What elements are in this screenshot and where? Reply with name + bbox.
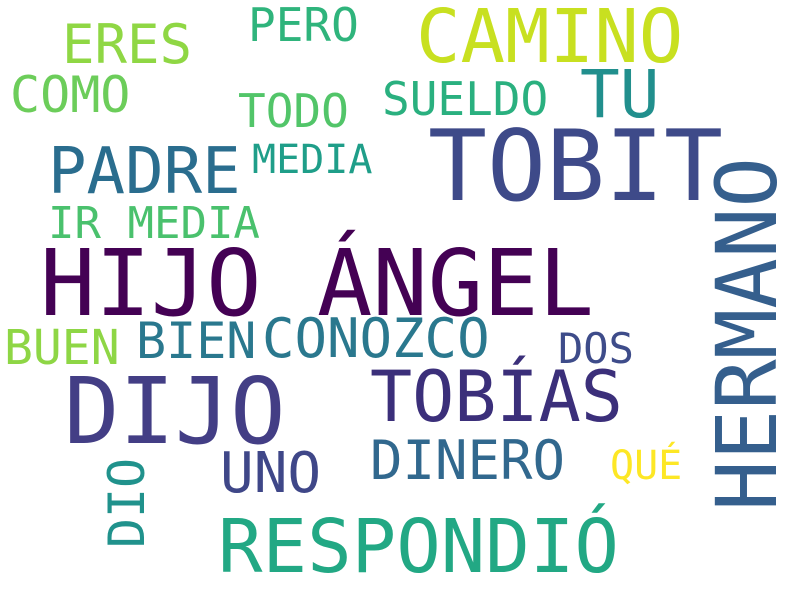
- word-dos: DOS: [558, 324, 634, 373]
- word-media: MEDIA: [252, 137, 373, 183]
- word-sueldo: SUELDO: [382, 72, 549, 126]
- word-camino: CAMINO: [416, 0, 684, 80]
- word-como: COMO: [10, 66, 131, 124]
- word-que: QUÉ: [610, 443, 683, 489]
- word-pero: PERO: [248, 0, 359, 52]
- word-buen: BUEN: [4, 320, 120, 376]
- word-tobit: TOBIT: [428, 110, 724, 224]
- word-hermano: HERMANO: [698, 156, 797, 512]
- word-eres: ERES: [62, 13, 193, 76]
- word-padre: PADRE: [48, 135, 241, 209]
- word-dijo: DIJO: [64, 358, 286, 465]
- word-hijo-angel: HIJO ÁNGEL: [40, 230, 594, 337]
- word-conozco: CONOZCO: [262, 307, 490, 370]
- word-bien: BIEN: [136, 312, 257, 370]
- word-todo: TODO: [238, 84, 349, 138]
- word-dinero: DINERO: [370, 429, 566, 492]
- word-tu: TU: [580, 56, 660, 133]
- word-dio: DIO: [98, 457, 157, 549]
- word-tobias: TOBÍAS: [370, 356, 623, 438]
- word-respondio: RESPONDIÓ: [218, 504, 619, 590]
- word-uno: UNO: [220, 441, 322, 506]
- word-ir-media: IR MEDIA: [48, 198, 260, 249]
